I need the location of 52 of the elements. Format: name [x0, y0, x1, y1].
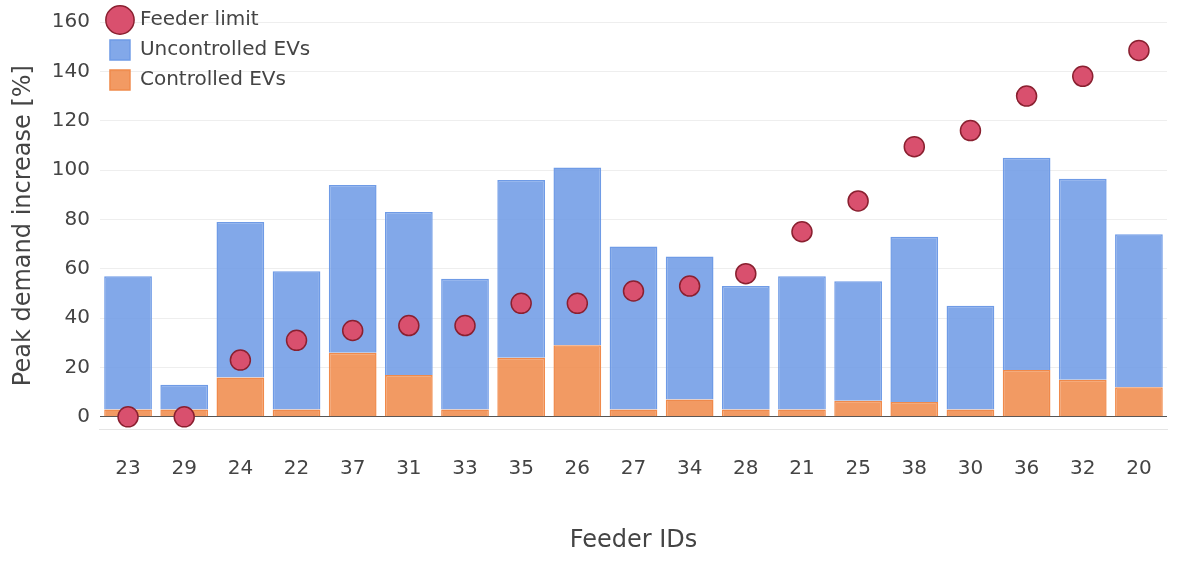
y-axis-title: Peak demand increase [%] — [7, 65, 36, 387]
x-tick-label: 35 — [508, 455, 534, 480]
y-tick-label: 40 — [64, 304, 90, 329]
point — [959, 119, 982, 142]
y-tick-label: 20 — [64, 353, 90, 378]
legend-label: Uncontrolled EVs — [139, 36, 311, 61]
x-tick-label: 24 — [227, 455, 254, 480]
x-axis-title: Feeder IDs — [569, 524, 698, 553]
point — [117, 406, 139, 428]
point — [735, 262, 757, 285]
point — [678, 275, 701, 297]
point — [454, 314, 476, 337]
x-tick-label: 33 — [452, 455, 478, 480]
point — [622, 280, 645, 302]
y-tick-label: 140 — [51, 57, 90, 82]
x-tick-label: 26 — [564, 455, 591, 480]
x-tick-label: 22 — [283, 455, 310, 480]
x-tick-label: 27 — [620, 455, 647, 480]
point — [566, 292, 589, 315]
x-tick-label: 29 — [171, 455, 197, 480]
x-tick-label: 37 — [339, 455, 366, 480]
y-tick-label: 100 — [51, 156, 90, 181]
x-tick-label: 28 — [733, 455, 759, 480]
y-tick-label: 0 — [77, 403, 90, 428]
x-tick-label: 38 — [901, 455, 928, 480]
point — [398, 314, 420, 337]
x-tick-label: 30 — [957, 455, 984, 480]
point — [1015, 85, 1038, 107]
x-tick-label: 25 — [845, 455, 871, 480]
x-tick-label: 31 — [396, 455, 422, 480]
y-tick-label: 60 — [64, 254, 90, 279]
point — [1072, 65, 1094, 88]
x-tick-label: 23 — [115, 455, 141, 480]
point — [903, 135, 926, 158]
x-tick-label: 32 — [1070, 455, 1096, 480]
point — [791, 221, 813, 243]
x-tick-label: 36 — [1013, 455, 1040, 480]
point — [285, 329, 308, 352]
point — [510, 292, 532, 315]
y-tick-label: 120 — [51, 106, 90, 131]
point — [229, 349, 252, 371]
x-tick-label: 34 — [676, 455, 703, 480]
x-tick-label: 20 — [1126, 455, 1152, 480]
point — [341, 319, 364, 342]
point — [1128, 39, 1150, 62]
x-tick-label: 21 — [789, 455, 815, 480]
legend-label: Controlled EVs — [139, 66, 286, 91]
y-tick-label: 160 — [51, 8, 90, 33]
legend-label: Feeder limit — [139, 6, 259, 31]
point — [847, 190, 869, 212]
y-tick-label: 80 — [64, 205, 90, 230]
point — [173, 406, 195, 428]
